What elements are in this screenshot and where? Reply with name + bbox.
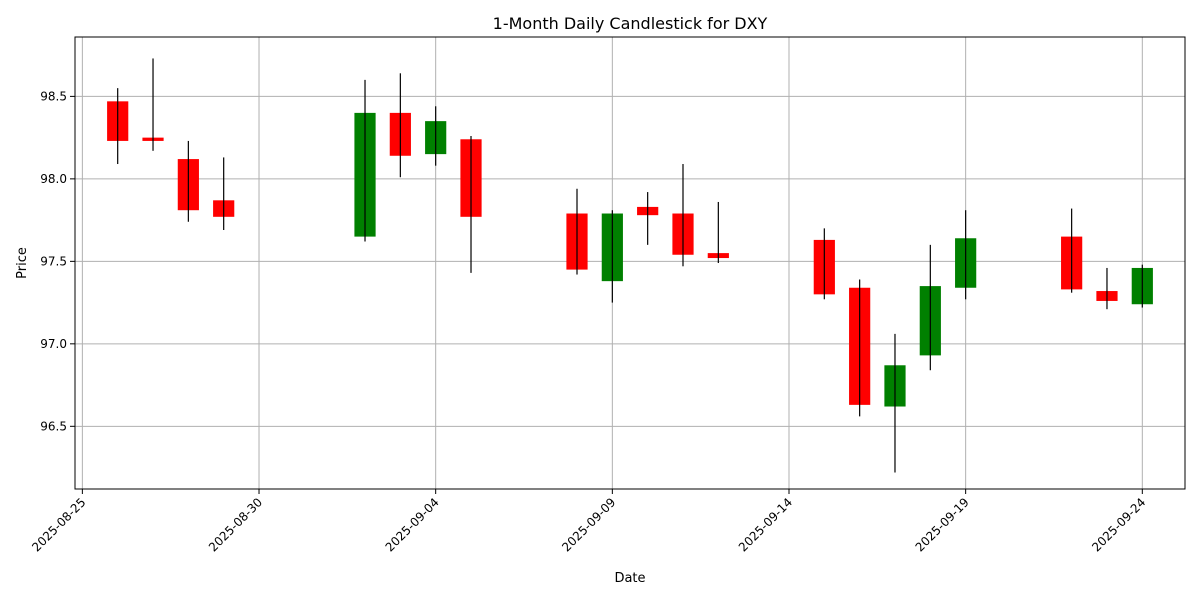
plot-frame <box>74 36 1186 490</box>
y-tick-label-2: 97.5 <box>40 254 67 268</box>
candle-2025-08-28 <box>177 140 199 222</box>
candle-2025-09-11 <box>672 164 694 267</box>
candle-2025-09-16 <box>849 279 871 417</box>
candle-2025-09-10 <box>637 192 659 245</box>
candle-2025-09-04 <box>425 106 447 166</box>
candle-2025-09-03 <box>389 73 411 178</box>
candle-2025-09-05 <box>460 135 482 273</box>
candle-2025-09-19 <box>955 210 977 300</box>
candle-2025-09-12 <box>707 201 729 263</box>
candle-2025-08-27 <box>142 58 164 151</box>
candle-2025-09-24 <box>1131 264 1153 308</box>
candle-2025-09-18 <box>919 244 941 371</box>
chart-title: 1-Month Daily Candlestick for DXY <box>493 14 768 33</box>
candle-2025-08-29 <box>213 157 235 231</box>
candle-2025-09-09 <box>601 210 623 303</box>
y-tick-label-1: 97.0 <box>40 337 67 351</box>
x-axis-label: Date <box>614 571 645 586</box>
candle-2025-09-23 <box>1096 267 1118 310</box>
candle-2025-09-02 <box>354 79 376 242</box>
candle-2025-09-22 <box>1061 208 1083 293</box>
y-axis-label: Price <box>15 247 30 279</box>
candle-2025-09-08 <box>566 188 588 275</box>
y-tick-label-0: 96.5 <box>40 419 67 433</box>
candle-2025-08-26 <box>107 88 129 165</box>
candle-layer <box>107 58 1153 473</box>
y-tick-label-4: 98.5 <box>40 89 67 103</box>
candle-2025-09-15 <box>813 228 835 300</box>
y-tick-label-3: 98.0 <box>40 172 67 186</box>
candle-2025-09-17 <box>884 333 906 473</box>
